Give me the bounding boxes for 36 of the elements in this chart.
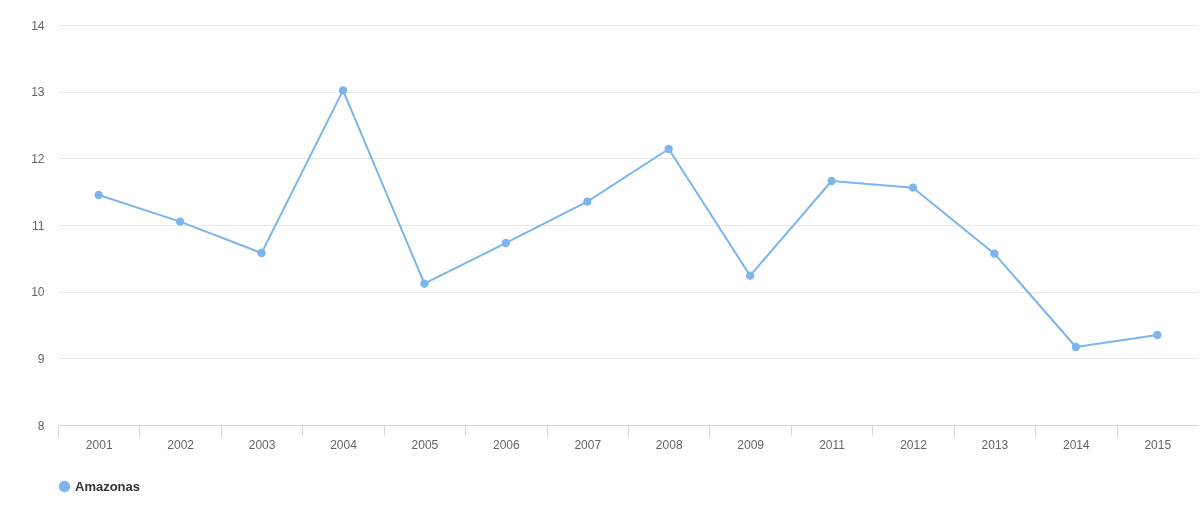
x-tick-label: 2008: [655, 437, 683, 452]
y-tick-label: 9: [37, 351, 45, 366]
x-tick-label: 2006: [493, 437, 521, 452]
x-tick-label: 2015: [1144, 437, 1172, 452]
x-tick-label: 2009: [737, 437, 765, 452]
x-tick-label: 2013: [981, 437, 1009, 452]
x-tick-label: 2007: [574, 437, 602, 452]
x-tick-label: 2011: [819, 437, 846, 452]
point: [1071, 342, 1081, 352]
y-tick-label: 12: [31, 151, 45, 166]
y-tick-label: 8: [37, 418, 45, 433]
point: [908, 183, 918, 192]
x-tick-label: 2004: [330, 437, 358, 452]
y-tick-label: 13: [31, 85, 45, 100]
y-tick-label: 14: [31, 18, 45, 33]
point: [745, 271, 755, 280]
x-tick-label: 2005: [411, 437, 439, 452]
point: [664, 144, 673, 154]
legend-label: Amazonas: [75, 478, 141, 494]
point: [1153, 330, 1162, 340]
point: [420, 279, 429, 288]
x-tick-label: 2001: [85, 437, 113, 452]
y-tick-label: 10: [31, 285, 45, 300]
point: [175, 217, 185, 226]
x-tick-label: 2014: [1063, 437, 1091, 452]
point: [257, 248, 266, 258]
point: [583, 197, 592, 206]
point: [990, 249, 999, 258]
x-tick-label: 2012: [900, 437, 928, 452]
point: [827, 176, 836, 186]
x-tick-label: 2002: [167, 437, 195, 452]
point: [501, 238, 511, 248]
point: [338, 86, 348, 95]
y-tick-label: 11: [32, 218, 45, 233]
point: [94, 190, 103, 200]
x-tick-label: 2003: [248, 437, 276, 452]
